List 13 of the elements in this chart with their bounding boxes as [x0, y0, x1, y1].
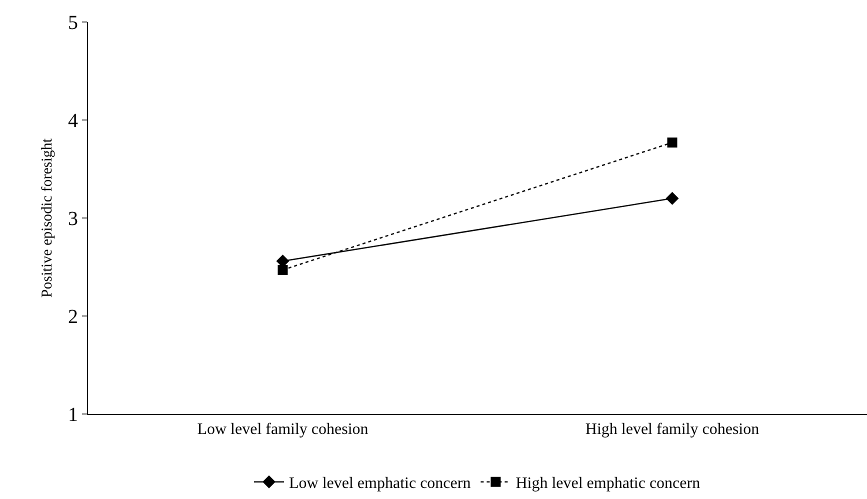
- y-tick-label: 2: [68, 306, 78, 328]
- y-axis-title: Positive episodic foresight: [39, 138, 56, 298]
- x-tick-label: Low level family cohesion: [197, 421, 368, 438]
- x-tick-label: High level family cohesion: [585, 421, 760, 438]
- point: [667, 138, 678, 148]
- y-tick-label: 1: [68, 404, 78, 426]
- y-tick-label: 4: [68, 110, 78, 132]
- legend-label: High level emphatic concern: [516, 475, 700, 492]
- point: [278, 264, 288, 275]
- point: [666, 192, 679, 205]
- y-tick-label: 5: [68, 12, 78, 34]
- legend-label: Low level emphatic concern: [289, 475, 471, 492]
- y-tick-label: 3: [68, 208, 78, 230]
